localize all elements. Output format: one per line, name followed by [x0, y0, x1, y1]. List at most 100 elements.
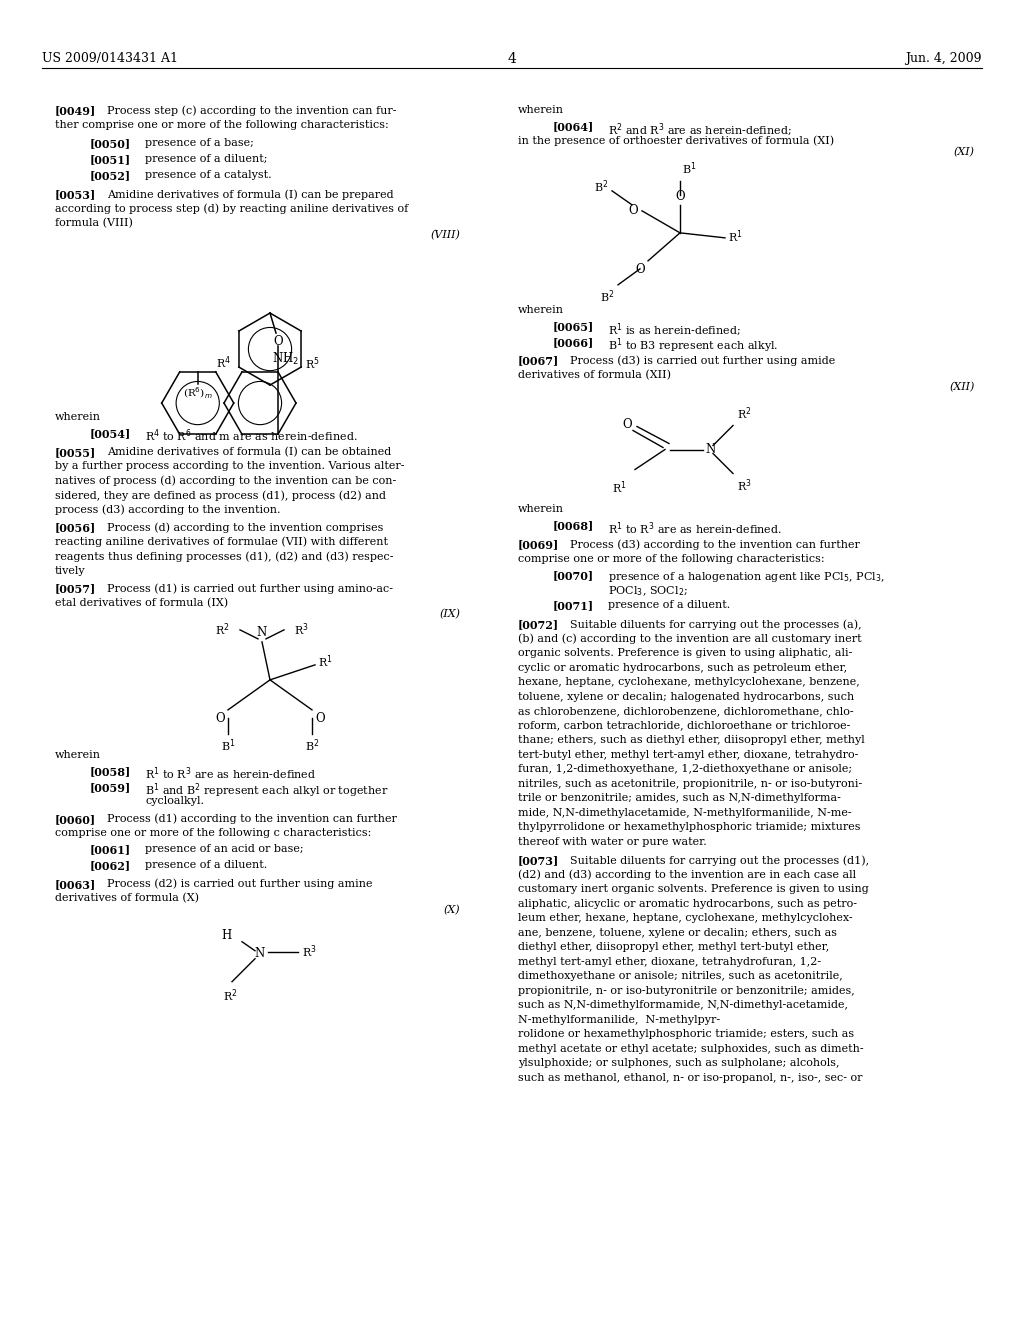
- Text: natives of process (d) according to the invention can be con-: natives of process (d) according to the …: [55, 475, 396, 486]
- Text: formula (VIII): formula (VIII): [55, 218, 133, 228]
- Text: R$^1$: R$^1$: [612, 479, 627, 496]
- Text: R$^4$: R$^4$: [216, 355, 230, 371]
- Text: O: O: [315, 711, 325, 725]
- Text: diethyl ether, diisopropyl ether, methyl tert-butyl ether,: diethyl ether, diisopropyl ether, methyl…: [518, 942, 829, 953]
- Text: Process (d1) is carried out further using amino-ac-: Process (d1) is carried out further usin…: [106, 583, 393, 594]
- Text: wherein: wherein: [518, 106, 564, 115]
- Text: (IX): (IX): [439, 609, 460, 619]
- Text: cyclic or aromatic hydrocarbons, such as petroleum ether,: cyclic or aromatic hydrocarbons, such as…: [518, 663, 847, 673]
- Text: comprise one or more of the following c characteristics:: comprise one or more of the following c …: [55, 828, 372, 838]
- Text: tert-butyl ether, methyl tert-amyl ether, dioxane, tetrahydro-: tert-butyl ether, methyl tert-amyl ether…: [518, 750, 858, 759]
- Text: derivatives of formula (XII): derivatives of formula (XII): [518, 370, 671, 380]
- Text: (VIII): (VIII): [430, 230, 460, 240]
- Text: O: O: [635, 263, 645, 276]
- Text: customary inert organic solvents. Preference is given to using: customary inert organic solvents. Prefer…: [518, 884, 868, 895]
- Text: nitriles, such as acetonitrile, propionitrile, n- or iso-butyroni-: nitriles, such as acetonitrile, propioni…: [518, 779, 862, 788]
- Text: thylpyrrolidone or hexamethylphosphoric triamide; mixtures: thylpyrrolidone or hexamethylphosphoric …: [518, 822, 860, 832]
- Text: furan, 1,2-dimethoxyethane, 1,2-diethoxyethane or anisole;: furan, 1,2-dimethoxyethane, 1,2-diethoxy…: [518, 764, 852, 774]
- Text: comprise one or more of the following characteristics:: comprise one or more of the following ch…: [518, 554, 824, 564]
- Text: methyl tert-amyl ether, dioxane, tetrahydrofuran, 1,2-: methyl tert-amyl ether, dioxane, tetrahy…: [518, 957, 821, 968]
- Text: B$^1$ and B$^2$ represent each alkyl or together: B$^1$ and B$^2$ represent each alkyl or …: [145, 781, 388, 800]
- Text: cycloalkyl.: cycloalkyl.: [145, 796, 204, 807]
- Text: Amidine derivatives of formula (I) can be prepared: Amidine derivatives of formula (I) can b…: [106, 189, 393, 199]
- Text: [0062]: [0062]: [90, 861, 131, 871]
- Text: trile or benzonitrile; amides, such as N,N-dimethylforma-: trile or benzonitrile; amides, such as N…: [518, 793, 841, 803]
- Text: Suitable diluents for carrying out the processes (a),: Suitable diluents for carrying out the p…: [570, 619, 861, 630]
- Text: N: N: [255, 948, 265, 960]
- Text: presence of a base;: presence of a base;: [145, 139, 254, 148]
- Text: Process (d3) is carried out further using amide: Process (d3) is carried out further usin…: [570, 355, 836, 366]
- Text: O: O: [629, 205, 638, 218]
- Text: presence of an acid or base;: presence of an acid or base;: [145, 843, 304, 854]
- Text: N: N: [705, 444, 715, 455]
- Text: N-methylformanilide,  N-methylpyr-: N-methylformanilide, N-methylpyr-: [518, 1015, 720, 1024]
- Text: presence of a catalyst.: presence of a catalyst.: [145, 170, 271, 181]
- Text: Suitable diluents for carrying out the processes (d1),: Suitable diluents for carrying out the p…: [570, 855, 869, 866]
- Text: [0059]: [0059]: [90, 781, 131, 793]
- Text: wherein: wherein: [518, 305, 564, 315]
- Text: (R$^6$)$_m$: (R$^6$)$_m$: [183, 385, 213, 401]
- Text: Jun. 4, 2009: Jun. 4, 2009: [905, 51, 982, 65]
- Text: [0067]: [0067]: [518, 355, 559, 367]
- Text: (d2) and (d3) according to the invention are in each case all: (d2) and (d3) according to the invention…: [518, 870, 856, 880]
- Text: [0073]: [0073]: [518, 855, 559, 866]
- Text: O: O: [215, 711, 225, 725]
- Text: [0068]: [0068]: [553, 520, 594, 532]
- Text: reagents thus defining processes (d1), (d2) and (d3) respec-: reagents thus defining processes (d1), (…: [55, 550, 393, 561]
- Text: B$^1$ to B3 represent each alkyl.: B$^1$ to B3 represent each alkyl.: [608, 337, 778, 355]
- Text: R$^1$: R$^1$: [318, 653, 333, 671]
- Text: R$^2$ and R$^3$ are as herein-defined;: R$^2$ and R$^3$ are as herein-defined;: [608, 121, 792, 137]
- Text: POCl$_3$, SOCl$_2$;: POCl$_3$, SOCl$_2$;: [608, 585, 688, 598]
- Text: rolidone or hexamethylphosphoric triamide; esters, such as: rolidone or hexamethylphosphoric triamid…: [518, 1030, 854, 1039]
- Text: such as N,N-dimethylformamide, N,N-dimethyl-acetamide,: such as N,N-dimethylformamide, N,N-dimet…: [518, 1001, 848, 1010]
- Text: [0055]: [0055]: [55, 446, 96, 458]
- Text: [0049]: [0049]: [55, 106, 96, 116]
- Text: organic solvents. Preference is given to using aliphatic, ali-: organic solvents. Preference is given to…: [518, 648, 852, 659]
- Text: [0065]: [0065]: [553, 321, 594, 331]
- Text: R$^1$ is as herein-defined;: R$^1$ is as herein-defined;: [608, 321, 741, 338]
- Text: propionitrile, n- or iso-butyronitrile or benzonitrile; amides,: propionitrile, n- or iso-butyronitrile o…: [518, 986, 855, 995]
- Text: B$^1$: B$^1$: [682, 160, 696, 177]
- Text: Process (d2) is carried out further using amine: Process (d2) is carried out further usin…: [106, 879, 373, 890]
- Text: thereof with water or pure water.: thereof with water or pure water.: [518, 837, 707, 846]
- Text: according to process step (d) by reacting aniline derivatives of: according to process step (d) by reactin…: [55, 203, 409, 214]
- Text: Process (d1) according to the invention can further: Process (d1) according to the invention …: [106, 813, 397, 824]
- Text: 4: 4: [508, 51, 516, 66]
- Text: (b) and (c) according to the invention are all customary inert: (b) and (c) according to the invention a…: [518, 634, 861, 644]
- Text: [0053]: [0053]: [55, 189, 96, 201]
- Text: etal derivatives of formula (IX): etal derivatives of formula (IX): [55, 598, 228, 607]
- Text: R$^1$ to R$^3$ are as herein-defined.: R$^1$ to R$^3$ are as herein-defined.: [608, 520, 782, 537]
- Text: presence of a diluent.: presence of a diluent.: [608, 601, 730, 610]
- Text: [0050]: [0050]: [90, 139, 131, 149]
- Text: B$^2$: B$^2$: [594, 178, 608, 195]
- Text: dimethoxyethane or anisole; nitriles, such as acetonitrile,: dimethoxyethane or anisole; nitriles, su…: [518, 972, 843, 981]
- Text: O: O: [273, 334, 283, 347]
- Text: R$^2$: R$^2$: [215, 622, 230, 638]
- Text: [0056]: [0056]: [55, 523, 96, 533]
- Text: R$^2$: R$^2$: [222, 987, 238, 1005]
- Text: R$^3$: R$^3$: [294, 622, 308, 638]
- Text: tively: tively: [55, 565, 86, 576]
- Text: methyl acetate or ethyl acetate; sulphoxides, such as dimeth-: methyl acetate or ethyl acetate; sulphox…: [518, 1044, 863, 1053]
- Text: leum ether, hexane, heptane, cyclohexane, methylcyclohex-: leum ether, hexane, heptane, cyclohexane…: [518, 913, 853, 924]
- Text: in the presence of orthoester derivatives of formula (XI): in the presence of orthoester derivative…: [518, 136, 835, 147]
- Text: R$^3$: R$^3$: [737, 478, 752, 494]
- Text: wherein: wherein: [518, 504, 564, 515]
- Text: [0057]: [0057]: [55, 583, 96, 594]
- Text: mide, N,N-dimethylacetamide, N-methylformanilide, N-me-: mide, N,N-dimethylacetamide, N-methylfor…: [518, 808, 852, 817]
- Text: such as methanol, ethanol, n- or iso-propanol, n-, iso-, sec- or: such as methanol, ethanol, n- or iso-pro…: [518, 1073, 862, 1082]
- Text: [0072]: [0072]: [518, 619, 559, 630]
- Text: R$^2$: R$^2$: [737, 405, 752, 421]
- Text: (X): (X): [443, 906, 460, 915]
- Text: [0063]: [0063]: [55, 879, 96, 890]
- Text: B$^2$: B$^2$: [305, 738, 319, 755]
- Text: Amidine derivatives of formula (I) can be obtained: Amidine derivatives of formula (I) can b…: [106, 446, 391, 457]
- Text: presence of a diluent.: presence of a diluent.: [145, 861, 267, 870]
- Text: Process step (c) according to the invention can fur-: Process step (c) according to the invent…: [106, 106, 396, 116]
- Text: process (d3) according to the invention.: process (d3) according to the invention.: [55, 504, 281, 515]
- Text: Process (d3) according to the invention can further: Process (d3) according to the invention …: [570, 540, 860, 550]
- Text: [0052]: [0052]: [90, 170, 131, 181]
- Text: B$^1$: B$^1$: [221, 738, 236, 755]
- Text: O: O: [675, 190, 685, 203]
- Text: [0058]: [0058]: [90, 766, 131, 777]
